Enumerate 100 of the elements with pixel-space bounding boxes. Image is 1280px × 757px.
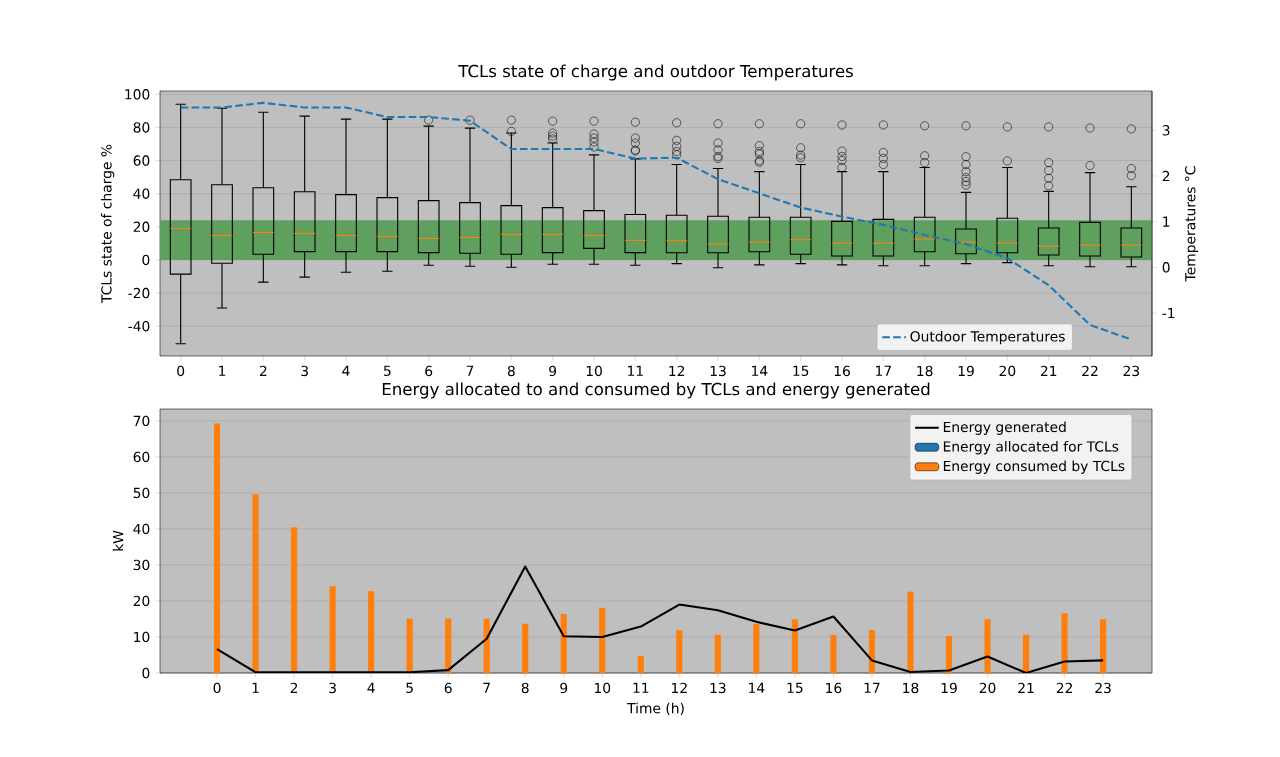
x-tick-label: 22 — [1056, 682, 1072, 693]
y-tick-label: 40 — [133, 523, 150, 535]
bar — [907, 591, 914, 673]
x-tick-label: 17 — [876, 365, 891, 376]
y-tick-label: 40 — [133, 188, 150, 199]
y-tick-label: 80 — [133, 122, 150, 133]
x-tick-label: 0 — [213, 682, 221, 694]
bar — [676, 630, 683, 673]
y-axis-title: kW — [112, 530, 124, 551]
legend-label: Energy allocated for TCLs — [943, 440, 1119, 455]
x-tick-label: 14 — [752, 365, 768, 376]
x-tick-label: 9 — [549, 365, 557, 377]
x-tick-label: 12 — [669, 365, 685, 376]
x-tick-label: 11 — [628, 365, 643, 376]
y2-tick-label: 2 — [1162, 170, 1170, 182]
x-tick-label: 23 — [1095, 682, 1111, 694]
x-tick-label: 15 — [787, 682, 803, 694]
x-tick-label: 15 — [793, 365, 809, 377]
bar — [522, 623, 529, 673]
x-tick-label: 5 — [406, 682, 413, 694]
y2-tick-label: 1 — [1163, 216, 1170, 227]
y-tick-label: 60 — [133, 155, 150, 166]
x-tick-label: 3 — [301, 365, 308, 377]
x-tick-label: 22 — [1082, 365, 1098, 376]
bar — [984, 619, 991, 673]
y-tick-label: 0 — [142, 667, 150, 679]
bar — [483, 618, 490, 673]
bar — [445, 618, 452, 673]
x-tick-label: 9 — [560, 682, 568, 694]
bar — [290, 527, 298, 673]
bar — [252, 494, 259, 673]
x-tick-label: 16 — [826, 682, 842, 694]
bar — [368, 591, 375, 673]
bar — [753, 624, 760, 673]
y-tick-label: 50 — [133, 487, 150, 499]
bar — [329, 586, 336, 673]
y2-axis-title: Temperatures °C — [1185, 166, 1199, 282]
bar — [599, 607, 606, 673]
y-axis-title: TCLs state of charge % — [100, 144, 115, 304]
bar — [560, 613, 567, 673]
legend-label: Outdoor Temperatures — [910, 330, 1065, 345]
x-tick-label: 19 — [941, 682, 957, 694]
bar — [1022, 634, 1030, 673]
y-tick-label: -20 — [128, 287, 150, 299]
bar — [1100, 619, 1107, 673]
bar — [945, 635, 953, 673]
legend-label: Energy generated — [943, 421, 1066, 435]
y-tick-label: 20 — [133, 221, 150, 233]
x-tick-label: 21 — [1040, 365, 1057, 376]
chart-title: TCLs state of charge and outdoor Temperatures — [458, 64, 853, 81]
x-tick-label: 10 — [586, 365, 602, 377]
chart-title: Energy allocated to and consumed by TCLs and energy generated — [382, 382, 930, 399]
x-tick-label: 1 — [252, 682, 259, 693]
x-tick-label: 18 — [903, 682, 919, 694]
x-tick-label: 19 — [958, 365, 974, 377]
x-tick-label: 3 — [329, 682, 336, 694]
x-tick-label: 1 — [219, 365, 226, 376]
x-tick-label: 4 — [342, 365, 350, 376]
bar — [714, 634, 721, 673]
y2-tick-label: 3 — [1162, 125, 1170, 136]
x-tick-label: 10 — [594, 682, 611, 694]
x-tick-label: 4 — [367, 682, 375, 693]
legend-label: Energy consumed by TCLs — [943, 460, 1125, 474]
bar — [791, 619, 798, 673]
x-tick-label: 6 — [425, 365, 433, 377]
x-tick-label: 7 — [483, 682, 490, 693]
x-tick-label: 8 — [521, 682, 529, 694]
x-tick-label: 21 — [1018, 682, 1034, 693]
y-tick-label: 0 — [142, 254, 150, 266]
y-tick-label: 10 — [134, 631, 150, 643]
x-tick-label: 5 — [384, 365, 391, 377]
x-tick-label: 17 — [864, 682, 880, 693]
x-tick-label: 23 — [1123, 365, 1140, 377]
x-tick-label: 13 — [710, 365, 726, 377]
bar — [406, 618, 413, 673]
x-tick-label: 13 — [710, 682, 726, 694]
x-tick-label: 12 — [672, 682, 687, 693]
bar — [830, 634, 837, 673]
x-tick-label: 20 — [979, 682, 996, 694]
y-tick-label: 70 — [133, 415, 150, 427]
y-tick-label: -40 — [128, 320, 150, 332]
x-tick-label: 7 — [466, 365, 474, 376]
bar — [868, 630, 876, 673]
x-tick-label: 8 — [507, 365, 515, 377]
y2-tick-label: -1 — [1162, 308, 1175, 319]
y2-tick-label: 0 — [1162, 262, 1170, 273]
x-tick-label: 0 — [177, 365, 185, 377]
x-tick-label: 14 — [749, 682, 765, 693]
y-tick-label: 100 — [125, 89, 150, 100]
x-tick-label: 20 — [999, 365, 1016, 377]
x-tick-label: 11 — [633, 682, 649, 693]
x-tick-label: 2 — [290, 682, 298, 693]
bar — [637, 656, 644, 673]
x-axis-title: Time (h) — [627, 702, 684, 716]
x-tick-label: 16 — [834, 365, 850, 377]
bar — [213, 423, 221, 673]
x-tick-label: 2 — [259, 365, 267, 376]
x-tick-label: 6 — [444, 682, 452, 694]
x-tick-label: 18 — [917, 365, 933, 377]
y-tick-label: 20 — [133, 595, 150, 607]
